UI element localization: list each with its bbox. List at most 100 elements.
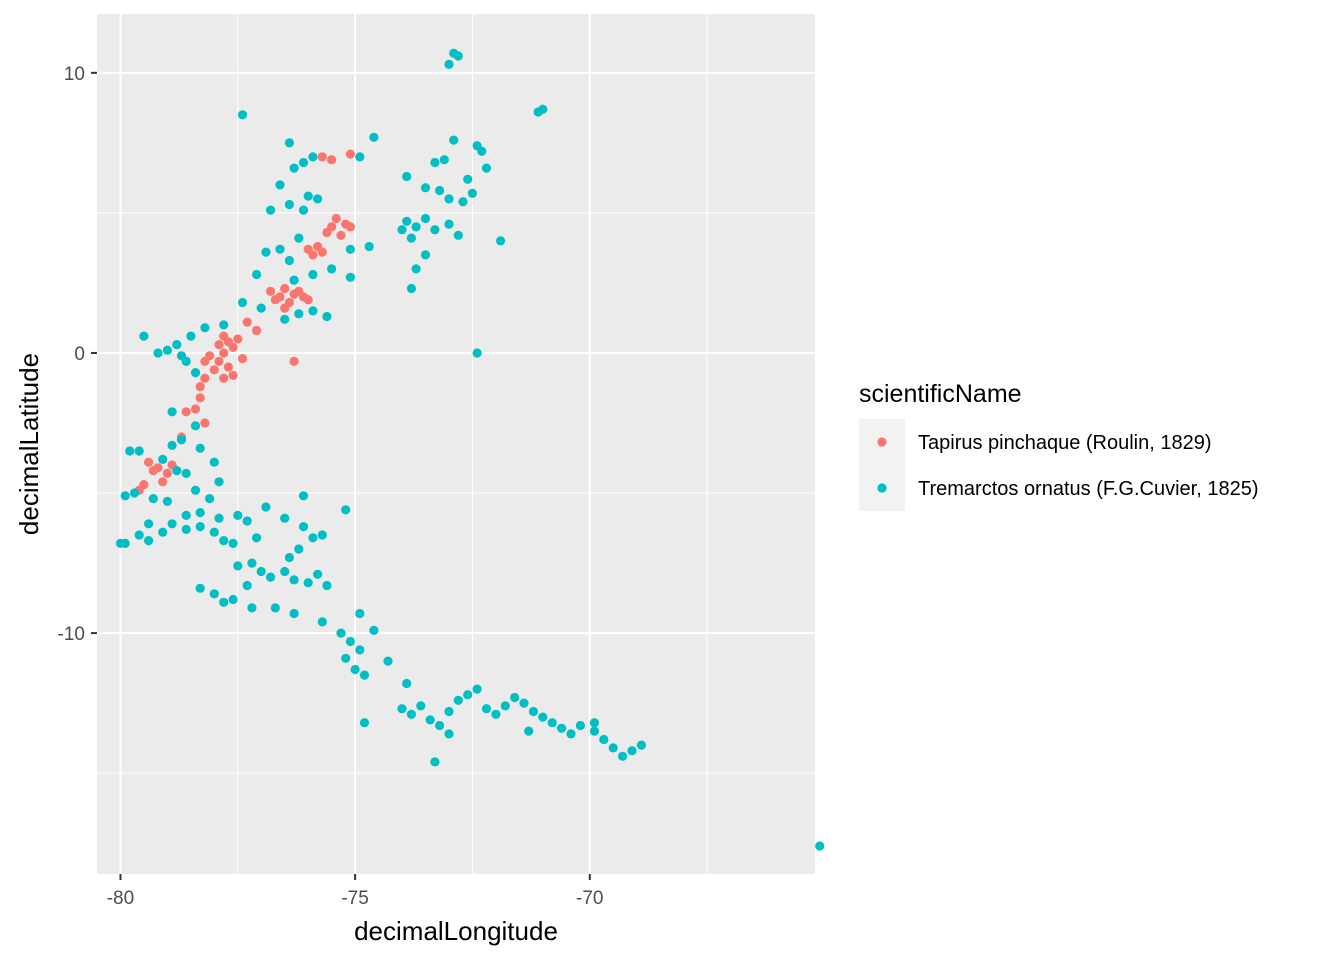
data-point [327, 155, 337, 165]
data-point [303, 244, 313, 254]
x-axis-label: decimalLongitude [354, 916, 558, 946]
legend-title: scientificName [859, 380, 1022, 408]
data-point [233, 561, 243, 571]
data-point [176, 351, 187, 361]
data-point [402, 171, 412, 182]
data-point [195, 382, 205, 392]
data-point [134, 446, 144, 456]
data-point [219, 373, 229, 383]
data-point [256, 566, 266, 577]
data-point [383, 656, 393, 666]
y-axis-label: decimalLatitude [14, 353, 44, 535]
data-point [359, 718, 370, 728]
data-point [181, 510, 191, 520]
data-point [186, 331, 196, 341]
data-point [289, 275, 299, 285]
data-point [228, 342, 238, 352]
data-points [115, 48, 825, 851]
data-point [435, 720, 445, 731]
data-point [341, 505, 351, 515]
data-point [322, 580, 332, 591]
data-point [280, 283, 290, 294]
data-point [453, 51, 463, 61]
data-point [237, 297, 248, 308]
data-point [481, 704, 492, 714]
data-point [341, 653, 351, 663]
data-point [162, 345, 172, 355]
legend: Tapirus pinchaque (Roulin, 1829) Tremarct… [859, 419, 1259, 511]
data-point [449, 135, 459, 145]
data-point [195, 522, 205, 532]
data-point [219, 331, 229, 341]
data-point [289, 163, 299, 173]
data-point [294, 544, 304, 554]
data-point [557, 723, 567, 733]
data-point [266, 286, 276, 296]
data-point [209, 365, 219, 375]
data-point [336, 628, 346, 638]
data-point [125, 446, 135, 456]
data-point [303, 578, 313, 588]
data-point [200, 373, 210, 383]
data-point [144, 536, 154, 546]
y-tick-label: 10 [64, 64, 85, 85]
data-point [298, 205, 309, 215]
data-point [209, 457, 219, 467]
data-point [162, 496, 172, 506]
data-point [547, 718, 557, 728]
data-point [355, 608, 365, 619]
data-point [345, 636, 355, 647]
data-point [444, 194, 454, 204]
data-point [402, 216, 412, 226]
data-point [477, 146, 487, 156]
data-point [453, 230, 463, 240]
data-point [369, 625, 379, 635]
data-point [308, 533, 318, 543]
data-point [416, 701, 426, 711]
data-point [411, 264, 421, 274]
data-point [190, 485, 201, 495]
data-point [496, 236, 506, 246]
data-point [219, 597, 229, 607]
data-point [345, 244, 355, 254]
data-point [275, 244, 285, 254]
data-point [266, 572, 276, 582]
data-point [313, 569, 323, 579]
data-point [228, 538, 238, 549]
legend-key [877, 483, 887, 493]
data-point [636, 740, 647, 750]
data-point [209, 527, 219, 537]
data-point [181, 407, 191, 417]
data-point [350, 664, 360, 675]
data-point [284, 138, 294, 148]
data-point [608, 743, 618, 753]
axes: -80 -75 -70 -10 0 10 [58, 64, 604, 909]
data-point [397, 704, 407, 714]
data-point [420, 250, 431, 260]
data-point [144, 457, 154, 467]
data-point [815, 841, 825, 851]
data-point [463, 174, 473, 184]
data-point [430, 757, 440, 767]
data-point [444, 729, 454, 739]
data-point [172, 340, 182, 350]
data-point [247, 603, 257, 613]
data-point [200, 323, 210, 333]
data-point [233, 510, 243, 520]
data-point [148, 466, 158, 476]
data-point [298, 157, 309, 168]
x-tick-label: -70 [576, 888, 603, 909]
data-point [158, 527, 168, 537]
data-point [233, 334, 243, 344]
data-point [472, 684, 482, 694]
data-point [289, 575, 299, 585]
data-point [228, 370, 238, 380]
data-point [158, 454, 168, 464]
data-point [322, 311, 332, 322]
data-point [214, 513, 224, 523]
data-point [345, 272, 355, 282]
data-point [209, 589, 219, 599]
data-point [294, 233, 304, 243]
data-point [284, 199, 294, 210]
data-point [266, 205, 276, 215]
